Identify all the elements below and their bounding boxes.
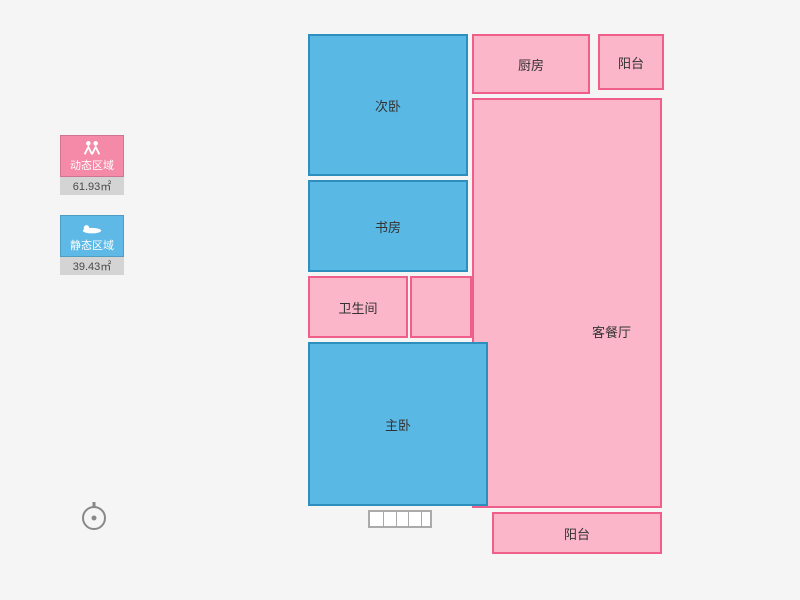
room-label-balcony_bottom: 阳台: [564, 524, 590, 543]
room-corridor: [410, 276, 472, 338]
compass-icon: [78, 500, 110, 532]
legend-dynamic-label: 动态区域: [70, 157, 114, 173]
legend-static-value: 39.43㎡: [60, 257, 124, 275]
room-living: 客餐厅: [472, 98, 662, 508]
room-balcony_top: 阳台: [598, 34, 664, 90]
room-label-master_bedroom: 主卧: [385, 415, 411, 434]
legend-dynamic: 动态区域 61.93㎡: [60, 135, 124, 195]
sleep-icon: [81, 219, 103, 235]
people-icon: [81, 139, 103, 155]
room-bathroom: 卫生间: [308, 276, 408, 338]
floorplan: 客餐厅厨房阳台次卧书房卫生间主卧阳台: [290, 20, 706, 580]
room-label-secondary_bedroom: 次卧: [375, 96, 401, 115]
legend-dynamic-card: 动态区域: [60, 135, 124, 177]
legend-static-label: 静态区域: [70, 237, 114, 253]
room-secondary_bedroom: 次卧: [308, 34, 468, 176]
room-label-study: 书房: [375, 217, 401, 236]
stair: [368, 510, 432, 528]
room-label-living: 客餐厅: [592, 322, 631, 341]
room-study: 书房: [308, 180, 468, 272]
room-label-bathroom: 卫生间: [338, 298, 377, 317]
room-master_bedroom: 主卧: [308, 342, 488, 506]
room-kitchen: 厨房: [472, 34, 590, 94]
room-label-kitchen: 厨房: [518, 55, 544, 74]
legend: 动态区域 61.93㎡ 静态区域 39.43㎡: [60, 135, 124, 295]
room-balcony_bottom: 阳台: [492, 512, 662, 554]
legend-dynamic-value: 61.93㎡: [60, 177, 124, 195]
legend-static: 静态区域 39.43㎡: [60, 215, 124, 275]
legend-static-card: 静态区域: [60, 215, 124, 257]
room-label-balcony_top: 阳台: [618, 53, 644, 72]
